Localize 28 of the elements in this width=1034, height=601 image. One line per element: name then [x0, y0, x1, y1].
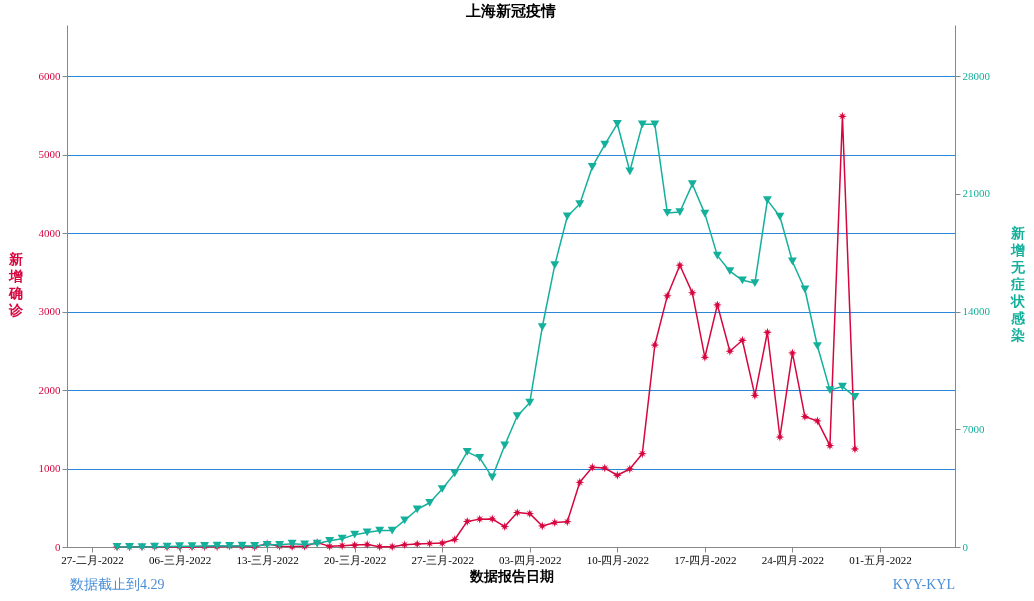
x-tick-label: 06-三月-2022	[148, 553, 212, 566]
x-tick-label: 27-二月-2022	[61, 553, 124, 566]
y-tick-label: 3000	[38, 305, 61, 318]
y-tick-label: 1000	[38, 462, 61, 474]
x-tick-label: 24-四月-2022	[761, 553, 825, 566]
x-tick-label: 10-四月-2022	[586, 553, 649, 566]
x-tick-label: 27-三月-2022	[411, 553, 474, 566]
y-tick-label: 6000	[38, 69, 61, 82]
y2-axis-title: 新增无症状感染	[1009, 225, 1026, 343]
chart-title: 上海新冠疫情	[465, 2, 556, 19]
y-tick-label: 5000	[38, 148, 61, 161]
x-tick-label: 13-三月-2022	[236, 553, 299, 566]
y2-tick-label: 21000	[962, 187, 991, 200]
x-tick-label: 01-五月-2022	[849, 553, 912, 566]
y2-tick-label: 14000	[962, 305, 991, 318]
y-tick-label: 4000	[38, 226, 61, 239]
y-axis-title: 新增确诊	[7, 250, 24, 318]
y2-tick-label: 7000	[962, 422, 985, 435]
text: KYY-KYL	[892, 577, 955, 592]
y2-tick-label: 28000	[962, 69, 991, 82]
text: 数据截止到4.29	[70, 577, 165, 592]
y2-tick-label: 0	[962, 540, 969, 553]
x-axis-title: 数据报告日期	[468, 568, 554, 584]
x-tick-label: 20-三月-2022	[324, 553, 387, 566]
x-tick-label: 17-四月-2022	[674, 553, 737, 566]
y-tick-label: 0	[55, 540, 61, 553]
x-tick-label: 03-四月-2022	[499, 553, 562, 566]
y-tick-label: 2000	[38, 383, 61, 396]
